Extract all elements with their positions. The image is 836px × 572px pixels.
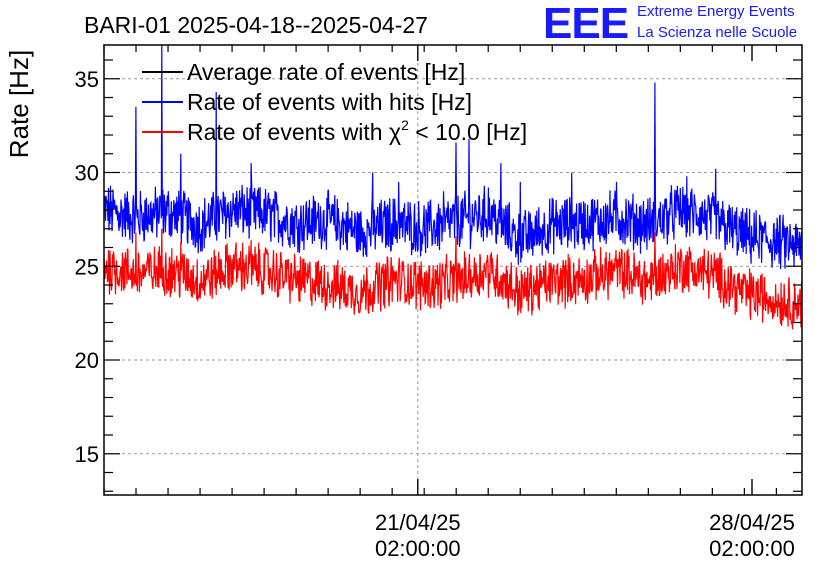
x-tick-label-date: 28/04/25 [709, 510, 795, 535]
legend-label-2: Rate of events with χ2 < 10.0 [Hz] [187, 117, 527, 145]
eee-logo: EEE [543, 0, 629, 48]
logo-subtitle-2: La Scienza nelle Scuole [637, 24, 798, 41]
y-axis-label: Rate [Hz] [4, 50, 34, 158]
x-tick-label-date: 21/04/25 [375, 510, 461, 535]
x-tick-label-time: 02:00:00 [709, 536, 795, 561]
y-tick-label: 30 [75, 161, 99, 186]
y-tick-label: 15 [75, 442, 99, 467]
y-tick-label: 25 [75, 254, 99, 279]
chart-title: BARI-01 2025-04-18--2025-04-27 [84, 12, 428, 38]
chart-legend: Average rate of events [Hz] Rate of event… [142, 59, 527, 145]
legend-label-1: Rate of events with hits [Hz] [187, 89, 472, 115]
plot-frame [103, 44, 803, 496]
legend-label-0: Average rate of events [Hz] [187, 59, 465, 85]
plot-area: 152025303521/04/2502:00:0028/04/2502:00:… [75, 44, 803, 561]
y-tick-label: 20 [75, 348, 99, 373]
series-line-2 [103, 228, 803, 330]
x-tick-label-time: 02:00:00 [375, 536, 461, 561]
logo-subtitle-1: Extreme Energy Events [637, 3, 795, 20]
series-line-1 [103, 44, 803, 269]
y-tick-label: 35 [75, 67, 99, 92]
